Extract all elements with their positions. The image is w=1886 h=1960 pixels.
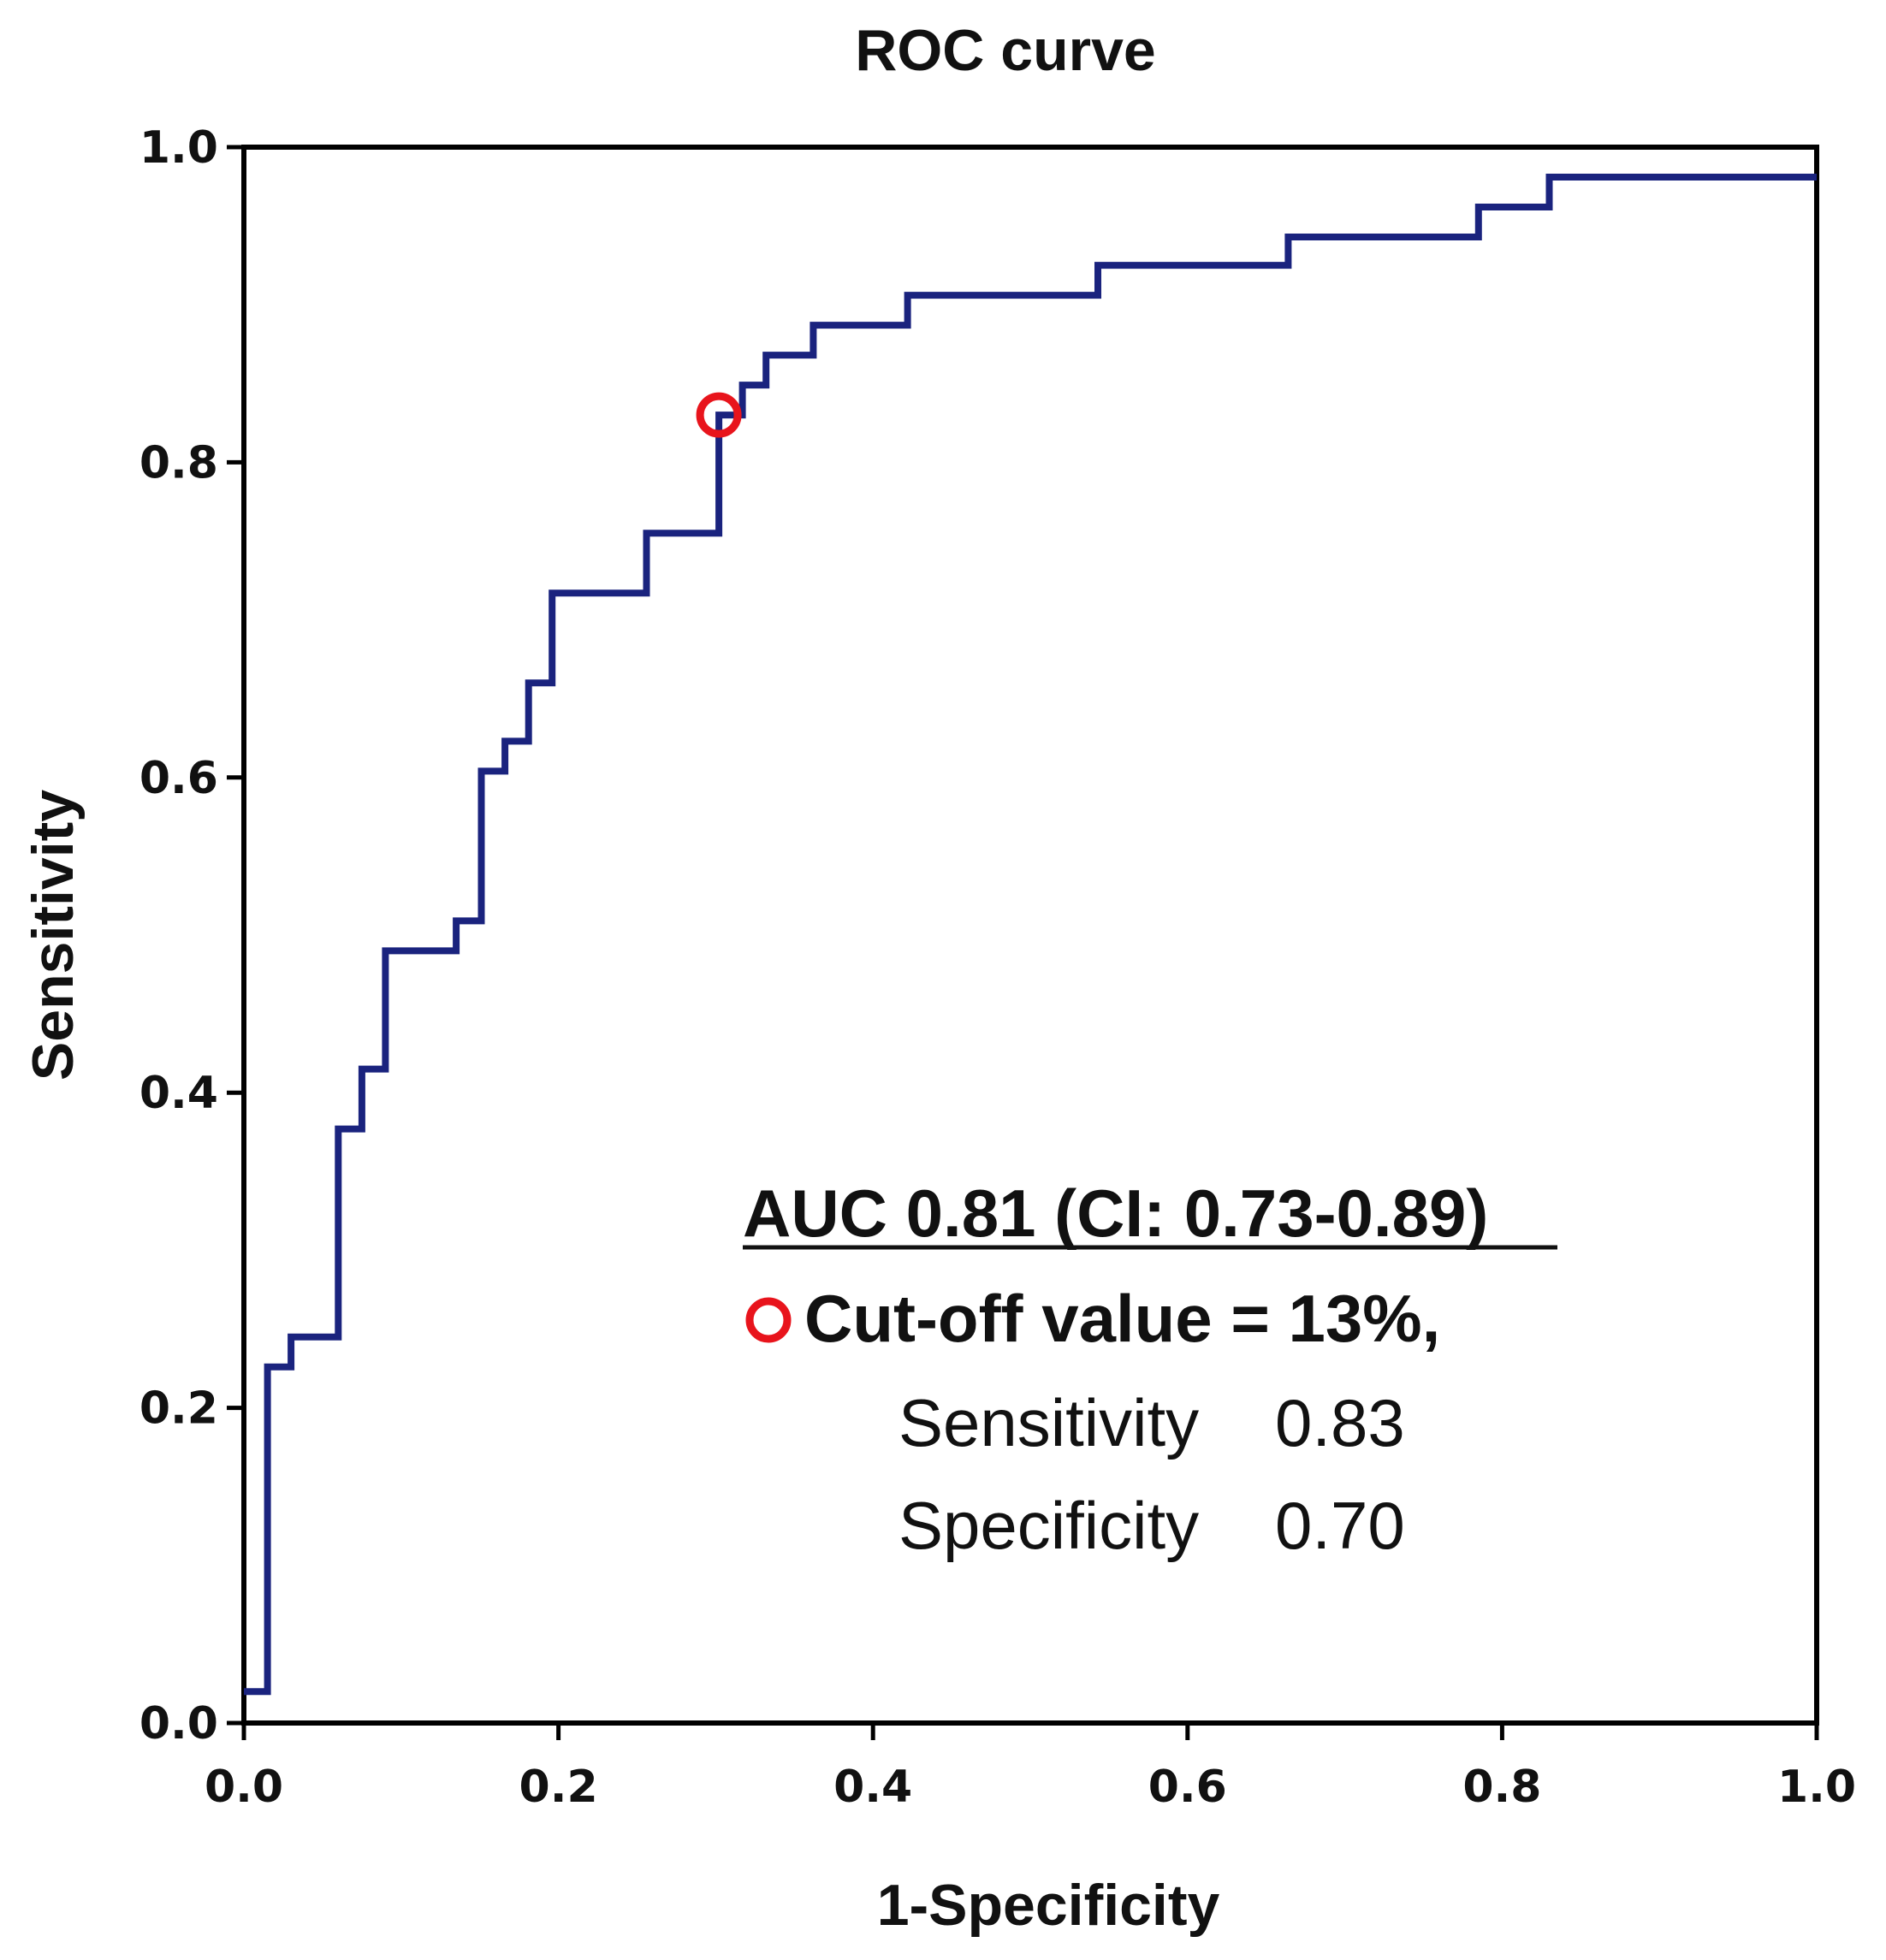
chart-title: ROC curve [855, 18, 1155, 83]
y-tick-label: 0.8 [139, 437, 218, 489]
specificity-label: Specificity [899, 1488, 1199, 1563]
specificity-value: 0.70 [1275, 1488, 1405, 1563]
legend-circle-icon [745, 1297, 792, 1343]
y-tick-label: 0.0 [139, 1698, 218, 1750]
x-axis-title: 1-Specificity [877, 1873, 1220, 1938]
x-tick-label: 0.2 [519, 1762, 598, 1813]
sensitivity-value: 0.83 [1275, 1385, 1405, 1460]
y-tick-label: 0.4 [139, 1068, 218, 1119]
sensitivity-label: Sensitivity [899, 1385, 1199, 1460]
cutoff-annotation: Cut-off value = 13%, [804, 1281, 1440, 1356]
x-tick-label: 0.8 [1462, 1762, 1541, 1813]
y-tick-label: 0.6 [139, 753, 218, 804]
y-axis-title: Sensitivity [21, 790, 86, 1081]
y-axis-ticks: 0.0 0.2 0.4 0.6 0.8 1.0 [139, 122, 244, 1750]
x-tick-label: 0.0 [205, 1762, 283, 1813]
auc-annotation: AUC 0.81 (CI: 0.73-0.89) [743, 1175, 1488, 1251]
x-tick-label: 0.6 [1148, 1762, 1227, 1813]
plot-frame [241, 145, 1819, 1726]
y-tick-label: 0.2 [139, 1383, 218, 1435]
y-tick-label: 1.0 [139, 122, 218, 174]
x-tick-label: 0.4 [833, 1762, 912, 1813]
x-axis-ticks: 0.0 0.2 0.4 0.6 0.8 1.0 [205, 1723, 1856, 1813]
roc-curve-line [244, 174, 1817, 1696]
cutoff-point-marker [696, 392, 742, 438]
x-tick-label: 1.0 [1777, 1762, 1856, 1813]
